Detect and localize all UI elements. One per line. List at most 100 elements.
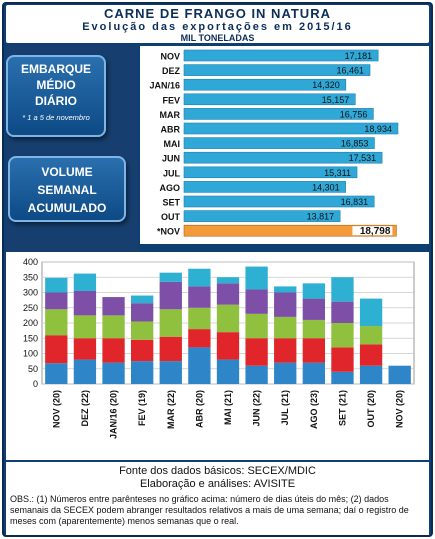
- bar-segment: [303, 338, 325, 362]
- y-tick-label: 350: [23, 272, 38, 282]
- weekly-volume-bubble: VOLUME SEMANAL ACUMULADO: [8, 156, 126, 222]
- bar-segment: [274, 363, 296, 384]
- y-tick-label: 250: [23, 303, 38, 313]
- x-tick-label: DEZ (22): [80, 390, 90, 427]
- y-tick-label: 300: [23, 288, 38, 298]
- bar-segment: [160, 309, 182, 336]
- x-tick-label: JAN/16 (20): [109, 390, 119, 439]
- category-label: MAR: [160, 110, 181, 120]
- bubble-line: EMBARQUE: [8, 61, 104, 77]
- category-label: FEV: [162, 95, 180, 105]
- value-label: 15,311: [324, 168, 351, 178]
- bar-segment: [274, 293, 296, 317]
- category-label: AGO: [159, 183, 180, 193]
- bar-segment: [102, 297, 124, 315]
- value-label: 16,756: [340, 109, 368, 119]
- bar-segment: [160, 337, 182, 361]
- bar-segment: [360, 344, 382, 365]
- bar-segment: [102, 315, 124, 338]
- category-label: OUT: [161, 212, 181, 222]
- bar-segment: [245, 314, 267, 338]
- bar-segment: [245, 289, 267, 313]
- value-label: 16,461: [336, 66, 364, 76]
- bar-segment: [360, 366, 382, 384]
- bar-segment: [360, 299, 382, 326]
- header: CARNE DE FRANGO IN NATURA Evolução das e…: [6, 5, 429, 43]
- bar-segment: [131, 303, 153, 321]
- y-tick-label: 200: [23, 318, 38, 328]
- bar-segment: [188, 329, 210, 347]
- bar-segment: [303, 283, 325, 298]
- value-label: 17,181: [345, 51, 373, 61]
- bar-segment: [331, 372, 353, 384]
- category-label: JAN/16: [149, 81, 180, 91]
- bar-segment: [217, 360, 239, 384]
- bubble-line: ACUMULADO: [10, 199, 124, 217]
- bar-segment: [245, 267, 267, 290]
- bubble-line: VOLUME: [10, 163, 124, 181]
- analysis-note: Elaboração e análises: AVISITE: [6, 478, 429, 491]
- value-label: 13,817: [307, 212, 335, 222]
- bar-segment: [274, 286, 296, 292]
- category-label: NOV: [160, 52, 180, 62]
- x-tick-label: MAR (22): [166, 390, 176, 429]
- x-tick-label: SET (21): [337, 390, 347, 426]
- category-label: MAI: [164, 139, 181, 149]
- bar-segment: [331, 302, 353, 323]
- y-tick-label: 50: [28, 364, 38, 374]
- bar-segment: [102, 338, 124, 362]
- bar-segment: [131, 321, 153, 339]
- value-label: 18,934: [364, 124, 392, 134]
- y-tick-label: 400: [23, 257, 38, 267]
- bar-segment: [160, 361, 182, 384]
- bubble-note: * 1 a 5 de novembro: [8, 113, 104, 122]
- bar-segment: [331, 323, 353, 347]
- bar-segment: [217, 305, 239, 332]
- bar-segment: [389, 366, 411, 384]
- bar-segment: [217, 283, 239, 304]
- bar-segment: [274, 317, 296, 338]
- x-tick-label: ABR (20): [194, 390, 204, 428]
- bar-segment: [45, 293, 67, 310]
- bar-segment: [74, 338, 96, 359]
- y-tick-label: 150: [23, 333, 38, 343]
- value-label: 16,853: [341, 139, 369, 149]
- x-tick-label: NOV (20): [395, 390, 405, 428]
- x-tick-label: FEV (19): [137, 390, 147, 426]
- bar-segment: [303, 299, 325, 320]
- bar-segment: [245, 338, 267, 365]
- x-tick-label: MAI (21): [223, 390, 233, 425]
- value-label: 17,531: [349, 153, 377, 163]
- x-tick-label: JUL (21): [280, 390, 290, 425]
- bar-segment: [303, 320, 325, 338]
- bar-segment: [217, 332, 239, 359]
- x-tick-label: OUT (20): [366, 390, 376, 428]
- bar-segment: [274, 338, 296, 362]
- bar-segment: [188, 269, 210, 287]
- bubble-line: MÉDIO: [8, 77, 104, 93]
- value-label: 16,831: [341, 197, 369, 207]
- bar-segment: [188, 347, 210, 384]
- bar-segment: [131, 340, 153, 361]
- bar-segment: [188, 308, 210, 329]
- weekly-volume-chart-panel: 0 50 100 150 200 250 300 350 400 NOV (20) DEZ (22)…: [6, 252, 429, 460]
- bar-segment: [45, 278, 67, 293]
- bar-segment: [74, 315, 96, 338]
- value-label: 15,157: [322, 95, 350, 105]
- bar-segment: [360, 326, 382, 344]
- x-tick-label: AGO (23): [309, 390, 319, 429]
- footer: Fonte dos dados básicos: SECEX/MDIC Elab…: [6, 462, 429, 535]
- bar-segment: [331, 347, 353, 371]
- daily-average-bubble: EMBARQUE MÉDIO DIÁRIO * 1 a 5 de novembr…: [6, 55, 106, 137]
- bar-segment: [131, 361, 153, 384]
- daily-shipment-chart-panel: NOV 17,181 DEZ 16,461 JAN/16 14,320 FEV 15,157 M…: [140, 46, 429, 244]
- y-tick-label: 100: [23, 349, 38, 359]
- category-label: JUL: [163, 168, 181, 178]
- bar-segment: [160, 282, 182, 309]
- bar-segment: [45, 335, 67, 363]
- weekly-volume-chart: 050100150200250300350400NOV (20) DEZ (22)…: [6, 252, 429, 460]
- bar-segment: [331, 277, 353, 301]
- category-label: JUN: [162, 154, 180, 164]
- category-label: *NOV: [157, 227, 180, 237]
- page-subtitle: Evolução das exportações em 2015/16: [6, 21, 429, 33]
